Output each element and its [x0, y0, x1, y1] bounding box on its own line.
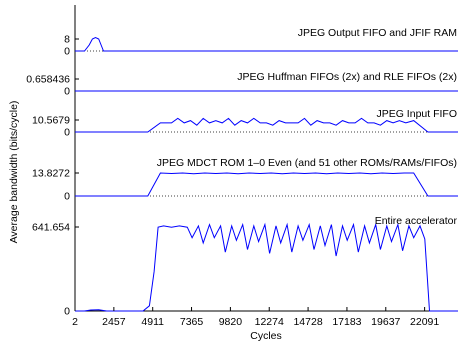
y-tick-label: 0 — [64, 306, 70, 318]
panel-annotation: JPEG MDCT ROM 1–0 Even (and 51 other ROM… — [157, 157, 457, 169]
panel-annotation: JPEG Output FIFO and JFIF RAM — [298, 27, 457, 39]
y-tick-label: 0.658436 — [26, 74, 70, 86]
x-tick-label: 14728 — [293, 316, 322, 328]
x-tick-label: 7365 — [180, 316, 204, 328]
x-tick-label: 2457 — [102, 316, 126, 328]
panel-annotation: JPEG Huffman FIFOs (2x) and RLE FIFOs (2… — [237, 71, 457, 83]
y-tick-label: 0 — [64, 127, 70, 139]
panel-1: 08 JPEG Output FIFO and JFIF RAM — [64, 27, 458, 58]
y-tick-label: 641.654 — [32, 222, 70, 234]
series-line — [75, 222, 458, 312]
panel-annotation: Entire accelerator — [375, 215, 458, 227]
x-axis: 2 2457 4911 7365 9820 12274 14728 17183 19637 220… — [72, 307, 439, 328]
x-tick-label: 22091 — [410, 316, 439, 328]
panel-2: 00.658436 JPEG Huffman FIFOs (2x) and RLE… — [26, 71, 458, 98]
panel-annotation: JPEG Input FIFO — [376, 108, 457, 120]
x-tick-label: 2 — [72, 316, 78, 328]
series-line — [75, 36, 458, 52]
x-tick-label: 17183 — [332, 316, 361, 328]
x-axis-label: Cycles — [250, 330, 282, 342]
series-line — [75, 117, 458, 133]
x-tick-label: 19637 — [371, 316, 400, 328]
x-tick-label: 4911 — [141, 316, 164, 328]
x-tick-label: 9820 — [219, 316, 243, 328]
y-tick-label: 8 — [64, 34, 70, 46]
y-axis-label: Average bandwidth (bits/cycle) — [8, 101, 20, 244]
panel-5: 0 641.654 Entire accelerator — [32, 215, 458, 318]
y-tick-label: 0 — [64, 86, 70, 98]
y-tick-label: 0 — [64, 46, 70, 58]
panel-4: 0 13.8272 JPEG MDCT ROM 1–0 Even (and 51 o… — [32, 157, 458, 203]
y-tick-label: 13.8272 — [32, 168, 70, 180]
x-tick-label: 12274 — [255, 316, 284, 328]
y-tick-label: 10.5679 — [32, 115, 70, 127]
y-tick-label: 0 — [64, 191, 70, 203]
panel-3: 010.5679 JPEG Input FIFO — [32, 108, 458, 139]
series-line — [75, 172, 458, 197]
